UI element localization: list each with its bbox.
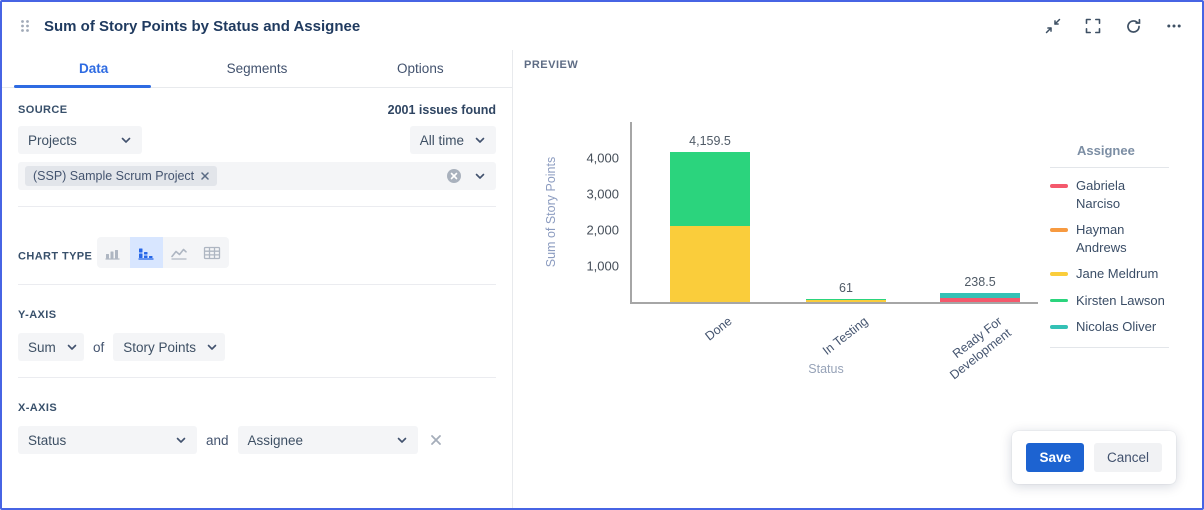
tab-segments[interactable]: Segments — [226, 61, 288, 76]
bar-value-label: 61 — [839, 280, 853, 295]
x-secondary-value: Assignee — [247, 432, 304, 448]
x-axis-section-label: X-AXIS — [18, 402, 58, 414]
y-tick-label: 1,000 — [586, 258, 619, 274]
aggregation-dropdown[interactable]: Sum — [18, 333, 84, 361]
x-secondary-dropdown[interactable]: Assignee — [237, 426, 418, 454]
save-button[interactable]: Save — [1026, 443, 1084, 472]
legend-swatch — [1050, 298, 1068, 303]
tab-bar: Data Segments Options — [2, 50, 512, 88]
widget-header: Sum of Story Points by Status and Assign… — [2, 2, 1202, 50]
clear-field-icon[interactable] — [446, 168, 462, 184]
chevron-down-icon[interactable] — [474, 170, 486, 182]
time-range-value: All time — [419, 132, 464, 148]
action-card: Save Cancel — [1012, 431, 1176, 484]
chevron-down-icon — [120, 134, 132, 146]
chevron-down-icon — [66, 341, 78, 353]
of-text: of — [93, 339, 105, 355]
section-divider — [18, 284, 496, 285]
legend-entry-label: Jane Meldrum — [1076, 266, 1159, 282]
config-panel: Data Segments Options SOURCE 2001 issues… — [2, 50, 513, 508]
x-axis-line — [630, 302, 1038, 304]
cancel-button[interactable]: Cancel — [1093, 443, 1162, 472]
legend-title: Assignee — [1077, 143, 1135, 158]
drag-handle-icon[interactable] — [20, 19, 30, 33]
legend-swatch — [1050, 228, 1068, 232]
y-axis-line — [630, 122, 632, 304]
section-divider — [18, 377, 496, 378]
legend-entries: Gabriela Narciso Hayman Andrews Jane Meldr… — [1050, 167, 1169, 348]
y-axis-title: Sum of Story Points — [544, 156, 558, 268]
chart-type-group — [96, 237, 229, 268]
source-type-dropdown[interactable]: Projects — [18, 126, 142, 154]
bar-value-label: 238.5 — [964, 275, 996, 290]
legend-swatch — [1050, 184, 1068, 188]
x-primary-value: Status — [28, 432, 67, 448]
y-tick-label: 3,000 — [586, 186, 619, 202]
fullscreen-icon[interactable] — [1085, 18, 1101, 34]
bar-value-label: 4,159.5 — [689, 134, 731, 149]
legend-entry-label: Kirsten Lawson — [1076, 292, 1165, 308]
chevron-down-icon — [175, 434, 187, 446]
section-divider — [18, 206, 496, 207]
chart-legend: Assignee Gabriela Narciso Hayman Andrews J… — [1050, 143, 1169, 348]
legend-entry-label: Gabriela Narciso — [1076, 178, 1126, 211]
bar-segment[interactable] — [806, 298, 886, 301]
legend-entry[interactable]: Nicolas Oliver — [1050, 318, 1169, 336]
tab-options[interactable]: Options — [397, 61, 444, 76]
y-field-value: Story Points — [123, 339, 197, 355]
legend-swatch — [1050, 325, 1068, 329]
legend-entry[interactable]: Hayman Andrews — [1050, 221, 1169, 256]
x-tick-label[interactable]: In Testing — [820, 314, 871, 358]
legend-entry-label: Nicolas Oliver — [1076, 319, 1157, 335]
page-title: Sum of Story Points by Status and Assign… — [44, 17, 361, 35]
more-options-icon[interactable] — [1166, 18, 1182, 34]
legend-entry[interactable]: Gabriela Narciso — [1050, 177, 1169, 212]
stacked-bar-chart-icon[interactable] — [129, 237, 163, 268]
bar-segment[interactable] — [940, 297, 1020, 302]
y-tick-label: 4,000 — [586, 150, 619, 166]
x-primary-dropdown[interactable]: Status — [18, 426, 197, 454]
y-axis-section-label: Y-AXIS — [18, 309, 57, 321]
tab-data[interactable]: Data — [12, 50, 175, 88]
bar-segment[interactable] — [670, 152, 750, 227]
header-icon-group — [1045, 18, 1182, 35]
y-tick-label: 2,000 — [586, 222, 619, 238]
chevron-down-icon — [206, 341, 218, 353]
selected-project-tag: (SSP) Sample Scrum Project — [25, 166, 218, 186]
bar-segment[interactable] — [940, 293, 1020, 298]
chart-type-section-label: CHART TYPE — [18, 250, 93, 263]
source-section-label: SOURCE — [18, 104, 68, 116]
remove-xaxis-icon[interactable] — [430, 434, 442, 446]
issues-found-count: 2001 issues found — [387, 103, 496, 117]
legend-swatch — [1050, 272, 1068, 276]
table-icon[interactable] — [196, 237, 229, 268]
bar-chart-icon[interactable] — [97, 237, 130, 268]
line-chart-icon[interactable] — [163, 237, 196, 268]
remove-tag-icon[interactable] — [201, 172, 209, 180]
y-field-dropdown[interactable]: Story Points — [113, 333, 226, 361]
refresh-icon[interactable] — [1125, 18, 1142, 35]
x-tick-label[interactable]: Done — [702, 314, 735, 344]
project-multiselect[interactable]: (SSP) Sample Scrum Project — [18, 162, 496, 190]
preview-label: PREVIEW — [524, 59, 579, 71]
x-tick-label[interactable]: Ready For Development — [947, 314, 1014, 383]
bar-segment[interactable] — [670, 226, 750, 302]
and-text: and — [206, 432, 229, 448]
legend-entry-label: Hayman Andrews — [1076, 222, 1127, 255]
legend-entry[interactable]: Kirsten Lawson — [1050, 292, 1169, 310]
selected-project-label: (SSP) Sample Scrum Project — [33, 169, 195, 183]
chevron-down-icon — [474, 134, 486, 146]
source-type-value: Projects — [28, 132, 77, 148]
chevron-down-icon — [396, 434, 408, 446]
time-range-dropdown[interactable]: All time — [409, 126, 496, 154]
x-axis-title: Status — [808, 362, 844, 376]
bar-segment[interactable] — [806, 300, 886, 302]
collapse-icon[interactable] — [1045, 18, 1061, 34]
legend-entry[interactable]: Jane Meldrum — [1050, 265, 1169, 283]
aggregation-value: Sum — [28, 339, 56, 355]
